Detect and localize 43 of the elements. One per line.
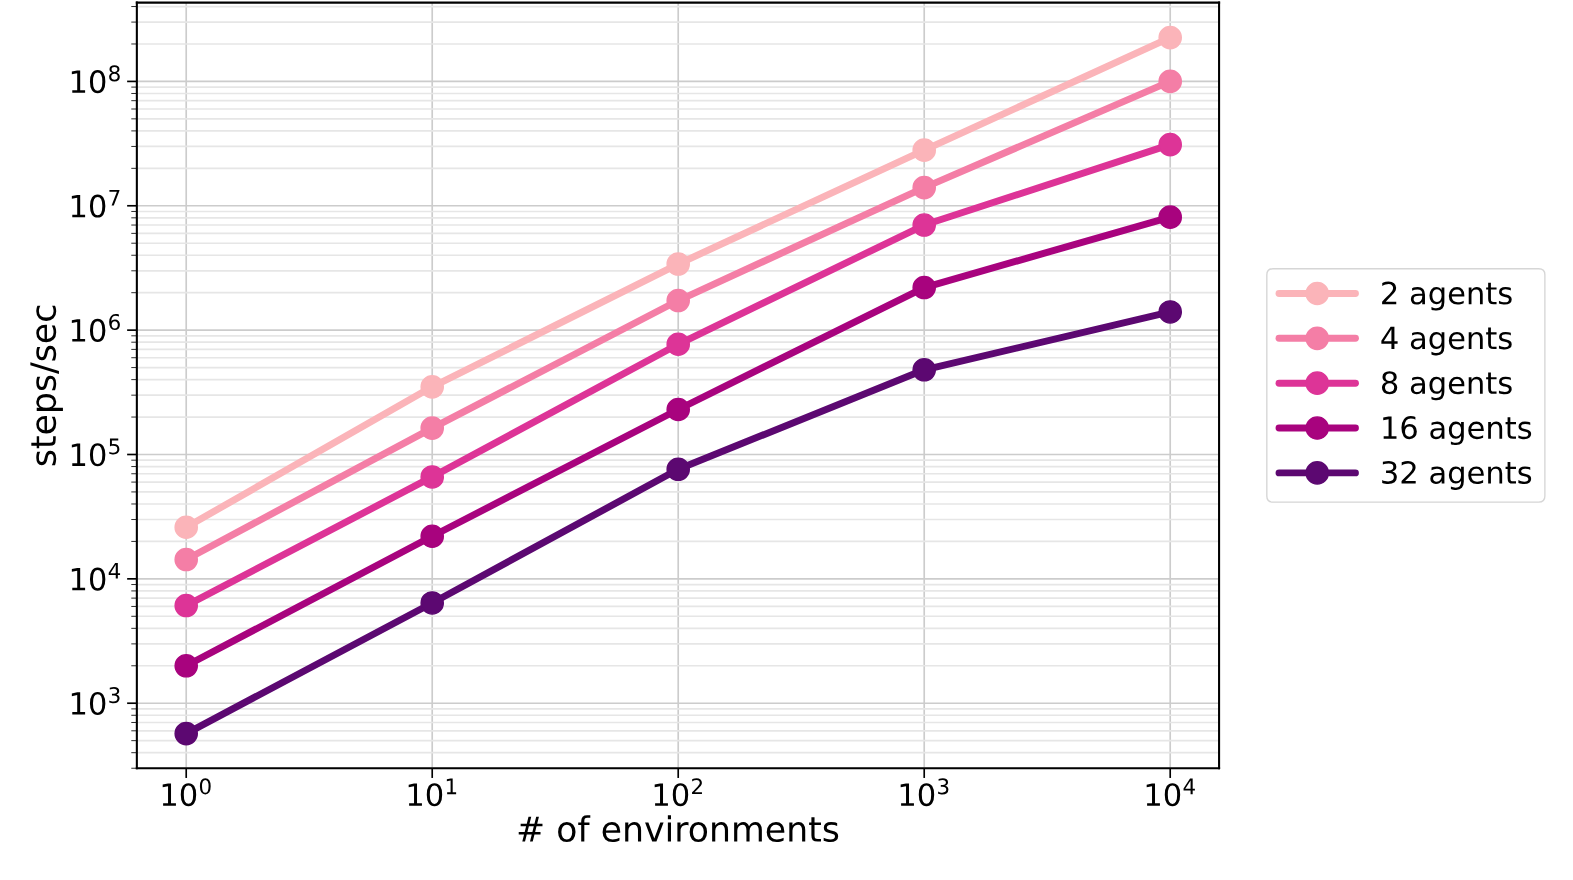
point (912, 213, 937, 237)
x-tick-label: 10$^{2}$ (654, 778, 702, 807)
point (1158, 300, 1183, 324)
x-axis-title: # of environments (518, 815, 839, 843)
point (420, 416, 445, 440)
point (666, 288, 691, 313)
y-tick-label: 10$^{8}$ (71, 65, 120, 94)
point (174, 515, 199, 540)
point (912, 275, 937, 300)
y-tick-label: 10$^{6}$ (71, 313, 120, 342)
point (1158, 69, 1183, 94)
point (420, 375, 445, 399)
point (174, 653, 199, 678)
point (174, 547, 199, 572)
legend-label: 2 agents (1382, 281, 1512, 311)
point (912, 175, 937, 200)
point (1158, 132, 1183, 157)
legend-label: 16 agents (1383, 416, 1532, 446)
point (174, 721, 199, 746)
legend-label: 32 agents (1382, 460, 1532, 490)
x-tick-label: 10$^{0}$ (162, 778, 211, 807)
point (666, 332, 691, 357)
point (666, 252, 691, 276)
x-tick-label: 10$^{3}$ (900, 778, 949, 807)
point (912, 357, 937, 382)
y-tick-label: 10$^{4}$ (71, 562, 121, 591)
x-tick-label: 10$^{1}$ (408, 778, 457, 807)
point (666, 397, 691, 422)
point (1158, 205, 1183, 229)
legend-label: 8 agents (1381, 371, 1512, 401)
legend-label: 4 agents (1381, 326, 1512, 356)
point (420, 465, 445, 489)
point (420, 591, 445, 615)
point (174, 593, 199, 618)
point (420, 524, 445, 549)
point (666, 457, 691, 482)
y-axis-title: steps/sec (30, 305, 63, 466)
x-tick-label: 10$^{4}$ (1146, 778, 1195, 807)
point (912, 138, 937, 162)
point (1158, 25, 1183, 50)
y-tick-label: 10$^{7}$ (71, 189, 120, 218)
y-tick-label: 10$^{5}$ (71, 438, 120, 467)
y-tick-label: 10$^{3}$ (71, 687, 120, 716)
